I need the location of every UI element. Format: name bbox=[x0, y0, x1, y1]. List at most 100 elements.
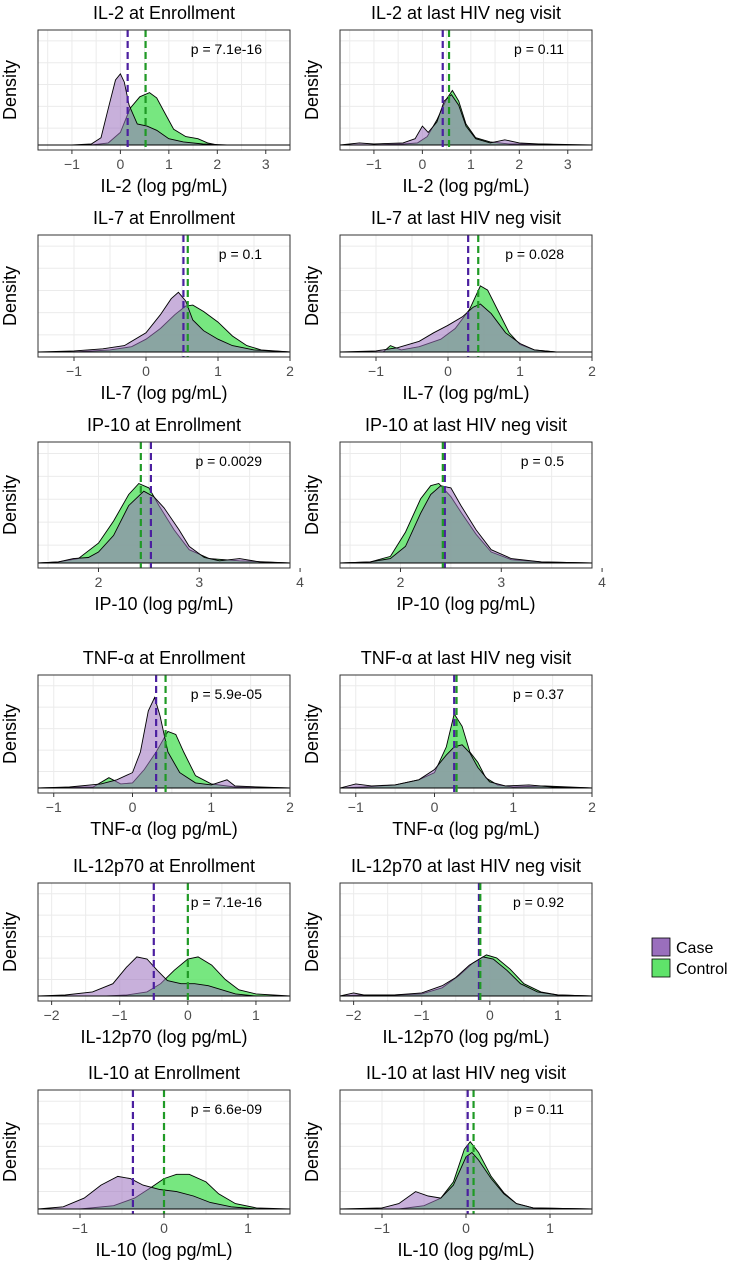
panel-title: IL-7 at last HIV neg visit bbox=[371, 208, 561, 228]
x-tick-label: 2 bbox=[588, 799, 596, 815]
x-axis-label: IP-10 (log pg/mL) bbox=[396, 594, 535, 614]
x-tick-label: −1 bbox=[46, 799, 62, 815]
x-axis-label: IL-12p70 (log pg/mL) bbox=[80, 1027, 247, 1047]
p-value-label: p = 0.1 bbox=[219, 246, 262, 262]
y-axis-label: Density bbox=[0, 475, 20, 535]
case-density-area bbox=[339, 303, 592, 353]
x-tick-label: 1 bbox=[509, 799, 517, 815]
x-tick-label: 0 bbox=[462, 1220, 470, 1236]
panel-border bbox=[37, 234, 291, 358]
p-value-label: p = 0.0029 bbox=[195, 453, 262, 469]
panel-12: −1 0 1 IL-10 at last HIV neg visit IL-10 (lo… bbox=[302, 1063, 593, 1260]
x-tick-label: 0 bbox=[129, 799, 137, 815]
panel-6: 2 3 4 IP-10 at last HIV neg visit IP-10 (log… bbox=[302, 415, 606, 614]
x-tick-label: −1 bbox=[64, 156, 80, 172]
x-tick-label: 3 bbox=[564, 156, 572, 172]
x-tick-label: 4 bbox=[598, 574, 606, 590]
panel-title: IL-12p70 at last HIV neg visit bbox=[351, 856, 581, 876]
x-tick-label: 1 bbox=[207, 799, 215, 815]
p-value-label: p = 0.11 bbox=[514, 41, 564, 57]
x-tick-label: −1 bbox=[112, 1007, 128, 1023]
p-value-label: p = 0.028 bbox=[505, 246, 564, 262]
x-tick-label: 0 bbox=[418, 156, 426, 172]
x-tick-label: 2 bbox=[588, 363, 596, 379]
panel-10: −2 −1 0 1 IL-12p70 at last HIV neg visit IL-1… bbox=[302, 856, 593, 1047]
x-tick-label: −1 bbox=[374, 1220, 390, 1236]
y-axis-label: Density bbox=[302, 60, 322, 120]
x-axis-label: IL-7 (log pg/mL) bbox=[402, 383, 529, 403]
x-tick-label: 4 bbox=[296, 574, 304, 590]
panel-7: −1 0 1 2 TNF-α at Enrollment TNF-α (log pg/mL… bbox=[0, 648, 294, 839]
panel-border bbox=[339, 29, 593, 151]
x-tick-label: 1 bbox=[554, 1007, 562, 1023]
y-axis-label: Density bbox=[0, 60, 20, 120]
panel-title: IL-2 at last HIV neg visit bbox=[371, 3, 561, 23]
x-axis-label: IL-10 (log pg/mL) bbox=[397, 1240, 534, 1260]
panel-border bbox=[339, 234, 593, 358]
x-tick-label: 0 bbox=[486, 1007, 494, 1023]
y-axis-label: Density bbox=[302, 704, 322, 764]
x-tick-label: 3 bbox=[262, 156, 270, 172]
y-axis-label: Density bbox=[0, 704, 20, 764]
case-density-area bbox=[37, 956, 290, 997]
y-axis-label: Density bbox=[0, 1122, 20, 1182]
x-axis-label: IL-2 (log pg/mL) bbox=[402, 176, 529, 196]
legend-label-control: Control bbox=[676, 961, 728, 978]
y-axis-label: Density bbox=[0, 266, 20, 326]
legend-swatch-case bbox=[651, 937, 671, 957]
panel-border bbox=[37, 674, 291, 794]
x-tick-label: 0 bbox=[431, 799, 439, 815]
panel-2: −1 0 1 2 3 IL-2 at last HIV neg visit IL-2 (lo… bbox=[302, 3, 593, 196]
case-density-area bbox=[339, 744, 593, 789]
x-axis-label: IL-7 (log pg/mL) bbox=[100, 383, 227, 403]
legend: Case Control bbox=[651, 937, 728, 978]
panel-border bbox=[37, 29, 291, 151]
p-value-label: p = 0.37 bbox=[513, 686, 564, 702]
p-value-label: p = 6.6e-09 bbox=[191, 1101, 262, 1117]
case-density-area bbox=[37, 291, 291, 353]
x-tick-label: −1 bbox=[66, 363, 82, 379]
x-axis-label: IL-12p70 (log pg/mL) bbox=[382, 1027, 549, 1047]
x-tick-label: 0 bbox=[142, 363, 150, 379]
x-tick-label: 1 bbox=[516, 363, 524, 379]
y-axis-label: Density bbox=[0, 912, 20, 972]
panel-border bbox=[339, 441, 593, 569]
case-density-area bbox=[339, 485, 593, 564]
x-tick-label: 3 bbox=[195, 574, 203, 590]
panel-title: IL-10 at Enrollment bbox=[88, 1063, 240, 1083]
panel-title: TNF-α at Enrollment bbox=[83, 648, 245, 668]
panel-3: −1 0 1 2 IL-7 at Enrollment IL-7 (log pg/mL) D… bbox=[0, 208, 294, 403]
x-tick-label: 3 bbox=[497, 574, 505, 590]
x-tick-label: 1 bbox=[252, 1007, 260, 1023]
x-tick-label: 2 bbox=[515, 156, 523, 172]
case-density-area bbox=[37, 490, 291, 564]
x-tick-label: 2 bbox=[286, 799, 294, 815]
legend-label-case: Case bbox=[676, 940, 713, 957]
x-tick-label: −1 bbox=[348, 799, 364, 815]
case-density-area bbox=[37, 696, 291, 789]
case-density-area bbox=[339, 1151, 593, 1210]
panel-border bbox=[339, 882, 593, 1002]
x-axis-label: IL-10 (log pg/mL) bbox=[95, 1240, 232, 1260]
panel-5: 2 3 4 IP-10 at Enrollment IP-10 (log pg/mL) D… bbox=[0, 415, 304, 614]
x-tick-label: 2 bbox=[95, 574, 103, 590]
y-axis-label: Density bbox=[302, 475, 322, 535]
x-tick-label: 0 bbox=[444, 363, 452, 379]
x-tick-label: 0 bbox=[184, 1007, 192, 1023]
case-density-area bbox=[339, 956, 593, 997]
x-tick-label: 1 bbox=[467, 156, 475, 172]
p-value-label: p = 0.11 bbox=[514, 1101, 564, 1117]
panel-border bbox=[37, 882, 291, 1002]
legend-swatch-control bbox=[651, 958, 671, 978]
x-tick-label: −1 bbox=[414, 1007, 430, 1023]
x-axis-label: TNF-α (log pg/mL) bbox=[392, 819, 539, 839]
panel-4: −1 0 1 2 IL-7 at last HIV neg visit IL-7 (log… bbox=[302, 208, 596, 403]
case-density-area bbox=[38, 72, 290, 146]
y-axis-label: Density bbox=[302, 912, 322, 972]
panel-title: TNF-α at last HIV neg visit bbox=[361, 648, 571, 668]
x-tick-label: −2 bbox=[44, 1007, 60, 1023]
x-tick-label: 1 bbox=[546, 1220, 554, 1236]
p-value-label: p = 5.9e-05 bbox=[191, 686, 262, 702]
x-tick-label: 2 bbox=[397, 574, 405, 590]
case-density-area bbox=[339, 94, 592, 146]
